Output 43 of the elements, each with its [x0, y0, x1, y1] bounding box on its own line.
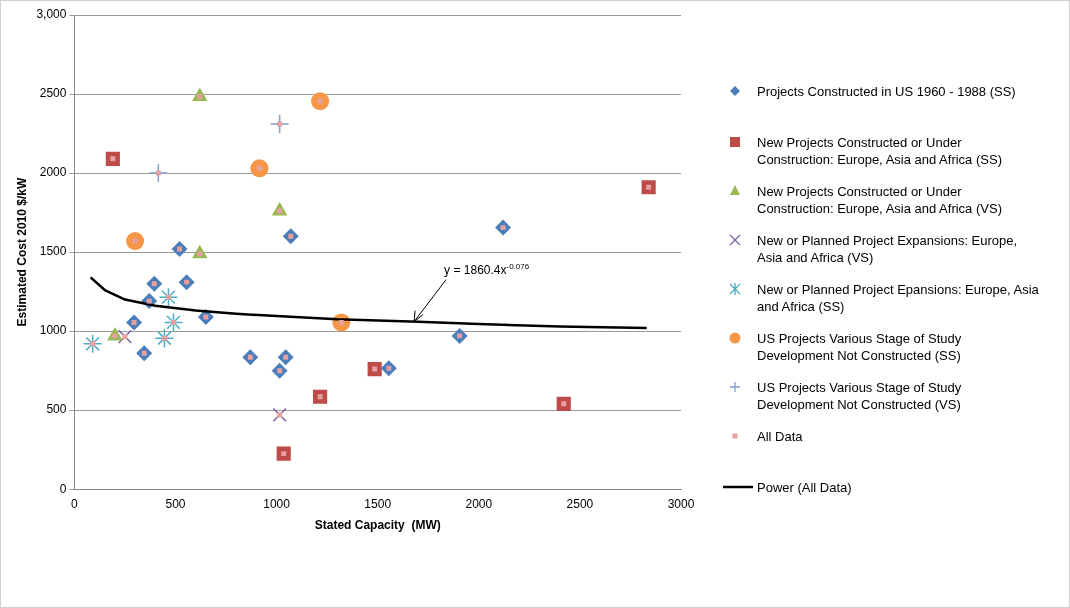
x-tick-label: 1500	[364, 496, 392, 511]
legend-label: New or Planned Project Epansions: Europe, Asia and Africa (SS)	[757, 281, 1040, 315]
point	[165, 294, 171, 300]
x-tick-label: 1000	[263, 496, 291, 511]
x-tick-label: 2000	[465, 496, 493, 511]
point	[82, 334, 103, 354]
point	[117, 329, 133, 344]
legend-label: All Data	[757, 428, 803, 445]
y-tick-label: 0	[59, 481, 67, 496]
y-tick-label: 1500	[39, 244, 67, 259]
x-tick-label: 2500	[566, 496, 594, 511]
point	[158, 287, 179, 307]
y-tick-label: 2000	[39, 165, 67, 180]
point	[269, 114, 290, 134]
x-tick-label: 0	[71, 496, 79, 511]
point	[250, 159, 269, 178]
legend-label: New Projects Constructed or Under Construction: Europe, Asia and Africa (SS)	[757, 134, 1003, 168]
x-axis-title: Stated Capacity (MW)	[314, 518, 441, 533]
point	[161, 335, 167, 341]
point	[148, 163, 169, 183]
point	[311, 92, 330, 111]
legend-label: New or Planned Project Expansions: Europe, Asia and Africa (VS)	[757, 232, 1019, 266]
legend-label: New Projects Constructed or Under Construction: Europe, Asia and Africa (VS)	[757, 183, 1003, 217]
legend-label: Power (All Data)	[757, 479, 852, 496]
point	[154, 328, 175, 348]
point	[277, 121, 283, 127]
point	[171, 319, 176, 325]
point	[163, 312, 184, 333]
x-tick-label: 500	[165, 496, 186, 511]
legend-label: Projects Constructed in US 1960 - 1988 (SS)	[757, 83, 1016, 100]
y-tick-label: 500	[46, 402, 67, 417]
point	[272, 407, 287, 423]
legend-label: US Projects Various Stage of Study Development Not Constructed (VS)	[757, 379, 963, 413]
point	[155, 170, 161, 176]
point	[277, 412, 283, 418]
y-tick-label: 1000	[39, 323, 67, 338]
point	[126, 232, 145, 251]
x-tick-label: 3000	[667, 496, 695, 511]
y-tick-label: 3,000	[36, 7, 67, 22]
y-axis-title: Estimated Cost 2010 $/kW	[14, 177, 29, 327]
point	[90, 341, 96, 347]
y-tick-label: 2500	[39, 86, 67, 101]
legend-label: US Projects Various Stage of Study Development Not Constructed (SS)	[757, 330, 963, 364]
